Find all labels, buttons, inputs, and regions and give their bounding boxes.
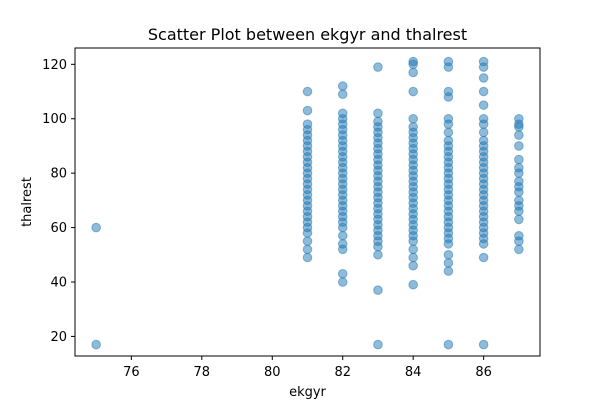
- data-point: [478, 252, 489, 263]
- data-point: [408, 86, 418, 97]
- y-axis-ticks: 20 40 60 80 100 120: [42, 58, 75, 345]
- x-tick-label: 80: [264, 365, 281, 380]
- data-point: [478, 113, 489, 124]
- data-point: [443, 266, 454, 276]
- data-point: [443, 56, 454, 67]
- plot-frame: [74, 47, 541, 357]
- data-point: [408, 67, 418, 78]
- data-point: [337, 269, 348, 279]
- data-point: [478, 135, 489, 146]
- data-point: [337, 81, 348, 91]
- y-axis-label: thalrest: [20, 177, 35, 227]
- data-point: [478, 56, 489, 67]
- data-point: [337, 89, 348, 100]
- data-point: [302, 119, 313, 129]
- data-point: [478, 127, 489, 138]
- data-point: [408, 244, 418, 255]
- data-point: [302, 236, 313, 246]
- x-axis-ticks: 76 78 80 82 84 86: [123, 356, 492, 380]
- data-point: [373, 62, 383, 72]
- x-tick-label: 76: [123, 365, 140, 380]
- data-point: [443, 249, 454, 260]
- y-tick-label: 100: [42, 112, 67, 127]
- data-point: [408, 260, 418, 271]
- data-point: [514, 195, 524, 206]
- data-point: [302, 86, 313, 97]
- data-point: [337, 239, 348, 249]
- data-point: [514, 214, 524, 225]
- data-point: [373, 116, 383, 127]
- y-tick-label: 120: [42, 58, 67, 73]
- x-tick-label: 86: [475, 365, 492, 380]
- data-point: [514, 154, 524, 165]
- data-point: [373, 285, 383, 295]
- data-point: [443, 135, 454, 146]
- data-point: [302, 244, 313, 255]
- y-tick-label: 80: [50, 167, 67, 182]
- data-point: [514, 162, 524, 173]
- data-point: [373, 249, 383, 260]
- data-point: [478, 100, 489, 110]
- data-point: [408, 252, 418, 263]
- data-point: [408, 279, 418, 290]
- data-point: [514, 113, 524, 124]
- data-point: [408, 122, 418, 132]
- data-point: [514, 230, 524, 241]
- data-point: [478, 86, 489, 97]
- data-point: [302, 252, 313, 263]
- data-point: [514, 130, 524, 140]
- data-point: [478, 339, 489, 350]
- data-point: [337, 277, 348, 287]
- data-point: [302, 105, 313, 116]
- data-point: [337, 108, 348, 119]
- data-point: [373, 108, 383, 119]
- x-tick-label: 78: [194, 365, 211, 380]
- data-point: [91, 339, 101, 350]
- y-tick-label: 20: [50, 330, 67, 345]
- x-tick-label: 84: [405, 365, 422, 380]
- data-point: [337, 230, 348, 241]
- data-point: [514, 141, 524, 151]
- data-point: [514, 244, 524, 255]
- data-point: [443, 127, 454, 138]
- x-axis-label: ekgyr: [289, 385, 326, 400]
- data-point: [478, 73, 489, 83]
- data-point: [91, 222, 101, 233]
- data-point: [443, 113, 454, 124]
- data-point: [443, 258, 454, 268]
- data-point: [514, 176, 524, 187]
- x-tick-label: 82: [334, 365, 351, 380]
- y-tick-label: 40: [50, 275, 67, 290]
- points-layer: [91, 56, 524, 350]
- data-point: [373, 339, 383, 350]
- data-point: [443, 339, 454, 350]
- data-point: [443, 86, 454, 97]
- data-point: [408, 56, 418, 67]
- chart-title: Scatter Plot between ekgyr and thalrest: [148, 25, 467, 44]
- data-point: [408, 113, 418, 124]
- y-tick-label: 60: [50, 221, 67, 236]
